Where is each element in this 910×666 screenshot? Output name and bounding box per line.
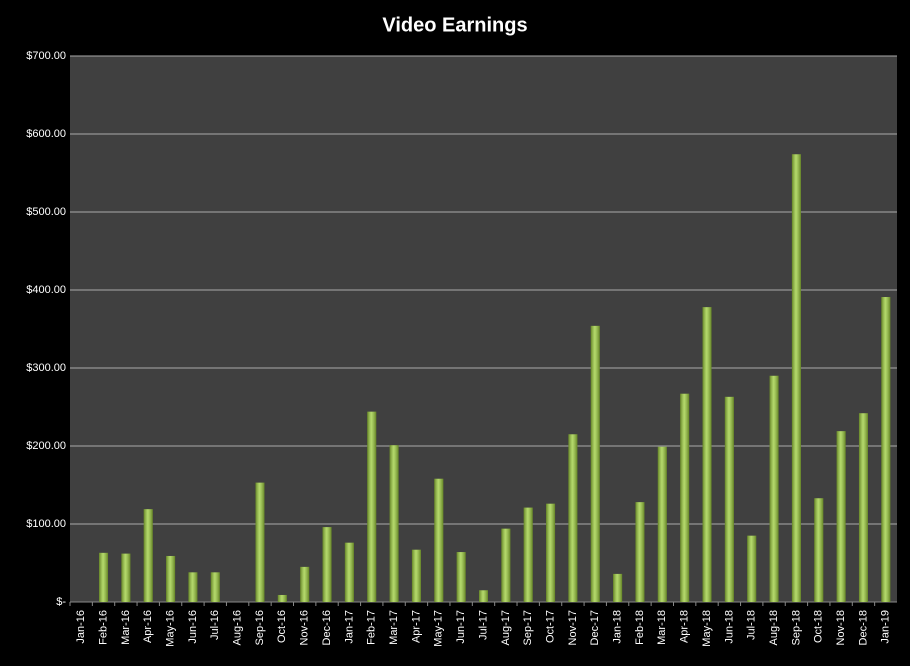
x-tick-label: Jan-18 [612, 610, 624, 644]
y-tick-label: $600.00 [26, 128, 66, 140]
x-tick-label: Dec-18 [857, 610, 869, 645]
x-tick-label: Nov-16 [299, 610, 311, 645]
x-tick-label: Jul-18 [746, 610, 758, 640]
x-tick-label: Nov-17 [567, 610, 579, 645]
bar-shade [590, 325, 600, 602]
bar-shade [188, 572, 198, 602]
plot-area [70, 56, 897, 602]
bar-shade [300, 566, 310, 602]
x-tick-label: Jul-17 [477, 610, 489, 640]
x-tick-label: May-18 [701, 610, 713, 647]
bar-shade [657, 446, 667, 602]
x-tick-label: Feb-17 [366, 610, 378, 645]
x-tick-label: Apr-17 [410, 610, 422, 643]
x-tick-label: Jan-16 [75, 610, 87, 644]
y-tick-label: $700.00 [26, 50, 66, 62]
y-tick-label: $100.00 [26, 518, 66, 530]
bar-shade [724, 396, 734, 602]
x-tick-label: Dec-16 [321, 610, 333, 645]
bar-shade [747, 535, 757, 602]
x-tick-label: Jun-16 [187, 610, 199, 644]
x-tick-label: Aug-16 [232, 610, 244, 645]
x-tick-label: Apr-16 [142, 610, 154, 643]
x-tick-label: Feb-18 [634, 610, 646, 645]
y-tick-label: $- [56, 596, 66, 608]
bar-shade [322, 527, 332, 602]
y-tick-label: $300.00 [26, 362, 66, 374]
x-tick-label: Sep-18 [790, 610, 802, 645]
bar-shade [858, 413, 868, 602]
x-tick-label: Aug-17 [500, 610, 512, 645]
bar-shade [791, 154, 801, 602]
x-tick-label: Mar-18 [656, 610, 668, 645]
bar-shade [836, 431, 846, 602]
x-tick-label: Jan-19 [880, 610, 892, 644]
x-tick-label: Apr-18 [679, 610, 691, 643]
bar-shade [456, 552, 466, 602]
bar-shade [881, 297, 891, 602]
bar-shade [769, 375, 779, 602]
chart-title: Video Earnings [382, 14, 527, 36]
bar-shade [210, 572, 220, 602]
x-tick-label: May-16 [164, 610, 176, 647]
bar-shade [143, 509, 153, 602]
bar-shade [501, 528, 511, 602]
bar-shade [479, 590, 488, 602]
bar-shade [277, 594, 287, 602]
bar-shade [255, 482, 265, 602]
x-tick-label: Mar-16 [120, 610, 132, 645]
bar-shade [568, 434, 578, 602]
bar-shade [546, 503, 556, 602]
x-tick-label: Oct-18 [813, 610, 825, 643]
bar-shade [680, 393, 690, 602]
bar-shade [702, 307, 712, 602]
x-tick-label: Nov-18 [835, 610, 847, 645]
y-tick-label: $500.00 [26, 206, 66, 218]
bar-shade [121, 553, 131, 602]
x-tick-label: Feb-16 [97, 610, 109, 645]
y-tick-label: $200.00 [26, 440, 66, 452]
x-tick-label: Jul-16 [209, 610, 221, 640]
x-tick-label: Jun-18 [723, 610, 735, 644]
x-tick-label: Dec-17 [589, 610, 601, 645]
x-tick-label: Mar-17 [388, 610, 400, 645]
bar-shade [344, 542, 354, 602]
bar-shade [389, 445, 399, 602]
bar-shade [367, 411, 377, 602]
y-tick-label: $400.00 [26, 284, 66, 296]
bar-shade [814, 498, 824, 602]
bar-shade [434, 478, 444, 602]
x-tick-label: Oct-17 [544, 610, 556, 643]
x-tick-label: Sep-16 [254, 610, 266, 645]
bar-shade [635, 502, 645, 602]
x-tick-label: Oct-16 [276, 610, 288, 643]
bar-shade [166, 555, 176, 602]
x-tick-label: Jan-17 [343, 610, 355, 644]
bar-shade [411, 549, 421, 602]
bar-shade [613, 573, 623, 602]
x-tick-label: Jun-17 [455, 610, 467, 644]
x-tick-label: Sep-17 [522, 610, 534, 645]
x-tick-label: Aug-18 [768, 610, 780, 645]
x-tick-label: May-17 [433, 610, 445, 647]
bar-shade [523, 507, 533, 602]
bar-shade [99, 552, 109, 602]
